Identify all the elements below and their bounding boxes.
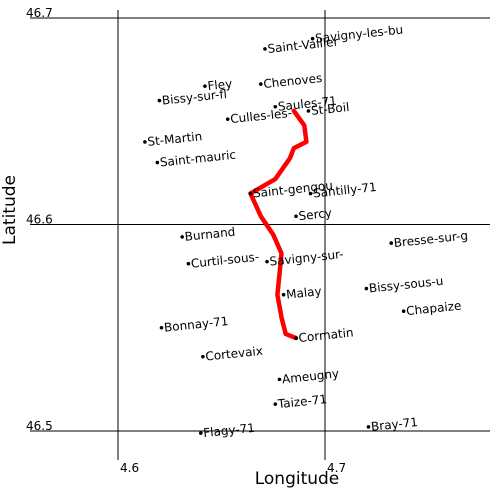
place-marker: Savigny-sur-	[265, 247, 344, 269]
place-dot	[308, 191, 313, 196]
place-marker: Bissy-sous-u	[364, 274, 444, 296]
x-axis-title: Longitude	[255, 469, 340, 489]
place-marker: Ameugny	[277, 366, 340, 386]
place-dot	[265, 259, 269, 264]
place-dot	[273, 402, 278, 406]
place-label: Fley	[207, 77, 233, 94]
place-marker: Bresse-sur-g	[389, 228, 469, 250]
place-label: Santilly-71	[312, 180, 377, 201]
place-dot	[364, 286, 369, 291]
place-marker: Cormatin	[294, 325, 354, 345]
y-tick-label: 46.7	[26, 6, 53, 20]
y-tick-label: 46.5	[26, 419, 53, 433]
place-label: Taize-71	[276, 392, 328, 411]
place-marker: Taize-71	[273, 392, 328, 411]
place-dot	[155, 160, 160, 165]
place-dot	[306, 109, 311, 113]
place-dot	[259, 82, 263, 86]
place-dot	[366, 425, 371, 429]
place-marker: Curtil-sous-	[186, 250, 260, 271]
place-marker: St-Martin	[143, 129, 203, 149]
place-dot	[180, 235, 184, 239]
place-marker: St-Boil	[306, 100, 350, 118]
place-label: St-Martin	[147, 129, 203, 149]
place-label: Flagy-71	[203, 421, 256, 440]
place-dot	[281, 292, 286, 297]
y-tick-label: 46.6	[26, 213, 53, 227]
place-label: St-Boil	[310, 100, 350, 118]
place-dot	[294, 336, 298, 340]
place-dot	[277, 377, 282, 382]
route-line	[248, 108, 309, 341]
place-label: Saint-mauric	[159, 148, 237, 170]
grid-lines	[30, 10, 490, 460]
place-dot	[401, 309, 406, 314]
place-dot	[263, 47, 267, 51]
place-dot	[143, 140, 147, 144]
place-marker: Burnand	[180, 225, 236, 244]
place-dot	[157, 98, 162, 103]
x-tick-label: 4.6	[120, 461, 139, 475]
place-dot	[159, 325, 164, 330]
place-label: Curtil-sous-	[190, 250, 259, 271]
place-dot	[201, 354, 205, 359]
place-label: Chapaize	[406, 299, 462, 319]
place-marker: Bissy-sur-fl	[157, 87, 228, 108]
x-tick-label: 4.7	[327, 461, 346, 475]
place-label: Cormatin	[298, 325, 354, 345]
place-dot	[203, 84, 207, 88]
place-marker: Saules-71	[273, 94, 337, 114]
place-label: Cortevaix	[205, 344, 264, 364]
place-label: Malay	[285, 284, 322, 302]
place-marker: Flagy-71	[199, 421, 256, 440]
place-label: Bresse-sur-g	[393, 228, 469, 250]
place-dot	[248, 191, 253, 196]
place-dot	[225, 117, 230, 121]
place-marker: Bray-71	[366, 415, 419, 434]
place-dot	[186, 261, 191, 266]
place-marker: Bonnay-71	[159, 314, 229, 335]
place-marker: Fley	[203, 77, 233, 94]
place-dot	[273, 104, 278, 109]
place-label: Burnand	[184, 225, 236, 244]
place-dot	[310, 36, 315, 41]
place-marker: Cortevaix	[201, 344, 264, 364]
place-dot	[389, 241, 394, 245]
place-marker: Sercy	[294, 206, 333, 223]
place-label: Bissy-sur-fl	[161, 87, 227, 108]
place-label: Culles-les-	[230, 106, 293, 126]
place-marker: Saint-mauric	[155, 148, 237, 170]
place-marker: Culles-les-	[225, 106, 293, 126]
place-label: Bissy-sous-u	[368, 274, 444, 296]
tick-labels: 4.6 4.7 46.7 46.6 46.5	[26, 6, 346, 475]
place-dot	[199, 431, 203, 435]
place-label: Savigny-les-bu	[314, 22, 403, 45]
place-marker: Santilly-71	[308, 180, 377, 201]
place-marker: Malay	[281, 284, 322, 302]
place-marker: Chapaize	[401, 299, 462, 319]
place-label: Bray-71	[370, 415, 418, 434]
place-dot	[294, 214, 298, 219]
place-label: Saules-71	[277, 94, 337, 114]
place-label: Chenoves	[263, 71, 323, 91]
place-label: Ameugny	[281, 366, 339, 386]
place-label: Bonnay-71	[163, 314, 229, 335]
place-marker: Chenoves	[259, 71, 323, 91]
place-label: Sercy	[298, 206, 333, 223]
y-axis-title: Latitude	[0, 175, 20, 245]
